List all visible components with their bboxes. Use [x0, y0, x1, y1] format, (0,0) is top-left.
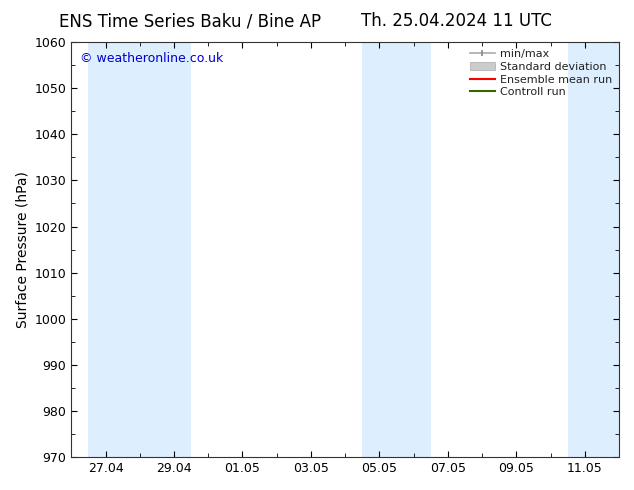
- Text: © weatheronline.co.uk: © weatheronline.co.uk: [79, 52, 223, 66]
- Legend: min/max, Standard deviation, Ensemble mean run, Controll run: min/max, Standard deviation, Ensemble me…: [467, 46, 616, 101]
- Text: ENS Time Series Baku / Bine AP: ENS Time Series Baku / Bine AP: [59, 12, 321, 30]
- Bar: [567, 42, 619, 457]
- Bar: [362, 42, 430, 457]
- Bar: [88, 42, 191, 457]
- Text: Th. 25.04.2024 11 UTC: Th. 25.04.2024 11 UTC: [361, 12, 552, 30]
- Y-axis label: Surface Pressure (hPa): Surface Pressure (hPa): [15, 171, 29, 328]
